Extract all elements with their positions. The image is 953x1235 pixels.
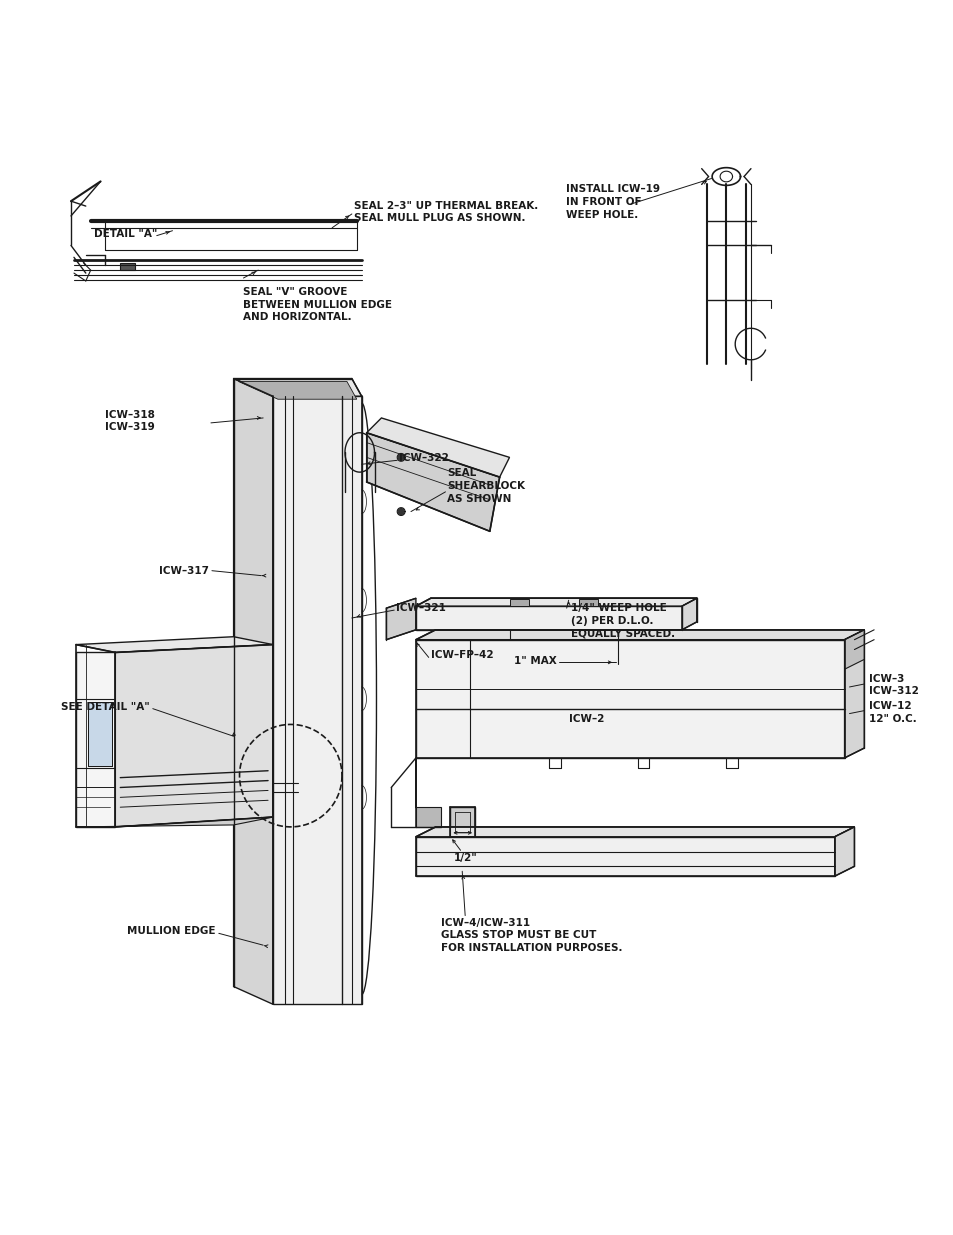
- Polygon shape: [416, 808, 440, 827]
- Text: SEAL "V" GROOVE
BETWEEN MULLION EDGE
AND HORIZONTAL.: SEAL "V" GROOVE BETWEEN MULLION EDGE AND…: [243, 287, 392, 322]
- Polygon shape: [843, 630, 863, 758]
- Polygon shape: [273, 396, 361, 1004]
- Polygon shape: [88, 701, 112, 766]
- Polygon shape: [416, 598, 696, 606]
- Text: ICW–2: ICW–2: [568, 714, 603, 724]
- Text: SEAL 2–3" UP THERMAL BREAK.
SEAL MULL PLUG AS SHOWN.: SEAL 2–3" UP THERMAL BREAK. SEAL MULL PL…: [354, 200, 537, 224]
- Polygon shape: [416, 630, 863, 640]
- Polygon shape: [386, 598, 416, 640]
- Polygon shape: [76, 652, 115, 827]
- Text: INSTALL ICW–19
IN FRONT OF
WEEP HOLE.: INSTALL ICW–19 IN FRONT OF WEEP HOLE.: [565, 184, 659, 220]
- Text: 1" MAX: 1" MAX: [514, 656, 557, 667]
- Text: 1/4" WEEP HOLE
(2) PER D.L.O.
EQUALLY SPACED.: 1/4" WEEP HOLE (2) PER D.L.O. EQUALLY SP…: [570, 603, 674, 638]
- Polygon shape: [76, 818, 273, 827]
- Polygon shape: [843, 630, 863, 669]
- Polygon shape: [76, 637, 273, 652]
- Polygon shape: [416, 640, 843, 758]
- Text: SEAL
SHEARBLOCK
AS SHOWN: SEAL SHEARBLOCK AS SHOWN: [447, 468, 525, 504]
- Text: ICW–FP–42: ICW–FP–42: [430, 651, 493, 661]
- Text: MULLION EDGE: MULLION EDGE: [127, 926, 215, 936]
- Text: ICW–12
12" O.C.: ICW–12 12" O.C.: [868, 701, 916, 724]
- Polygon shape: [416, 758, 440, 827]
- Polygon shape: [834, 827, 854, 876]
- Polygon shape: [578, 599, 598, 606]
- Polygon shape: [397, 454, 404, 461]
- Text: DETAIL "A": DETAIL "A": [93, 228, 157, 238]
- Polygon shape: [681, 598, 696, 630]
- Polygon shape: [238, 382, 356, 399]
- Polygon shape: [416, 827, 854, 837]
- Text: SEE DETAIL "A": SEE DETAIL "A": [61, 701, 150, 711]
- Text: ICW–3
ICW–312: ICW–3 ICW–312: [868, 673, 918, 697]
- Text: 1/2": 1/2": [453, 853, 476, 863]
- Polygon shape: [450, 808, 475, 837]
- Polygon shape: [120, 263, 135, 270]
- Polygon shape: [416, 606, 681, 630]
- Polygon shape: [115, 645, 273, 827]
- Text: ICW–322: ICW–322: [398, 453, 449, 463]
- Text: ICW–321: ICW–321: [395, 603, 446, 613]
- Text: ICW–4/ICW–311
GLASS STOP MUST BE CUT
FOR INSTALLATION PURPOSES.: ICW–4/ICW–311 GLASS STOP MUST BE CUT FOR…: [440, 918, 621, 953]
- Polygon shape: [509, 599, 529, 606]
- Polygon shape: [397, 509, 404, 515]
- Text: ICW–317: ICW–317: [159, 566, 209, 576]
- Polygon shape: [416, 837, 834, 876]
- Polygon shape: [233, 379, 361, 396]
- Polygon shape: [233, 379, 273, 1004]
- Polygon shape: [366, 417, 509, 477]
- Text: ICW–318
ICW–319: ICW–318 ICW–319: [105, 410, 154, 432]
- Polygon shape: [366, 432, 499, 531]
